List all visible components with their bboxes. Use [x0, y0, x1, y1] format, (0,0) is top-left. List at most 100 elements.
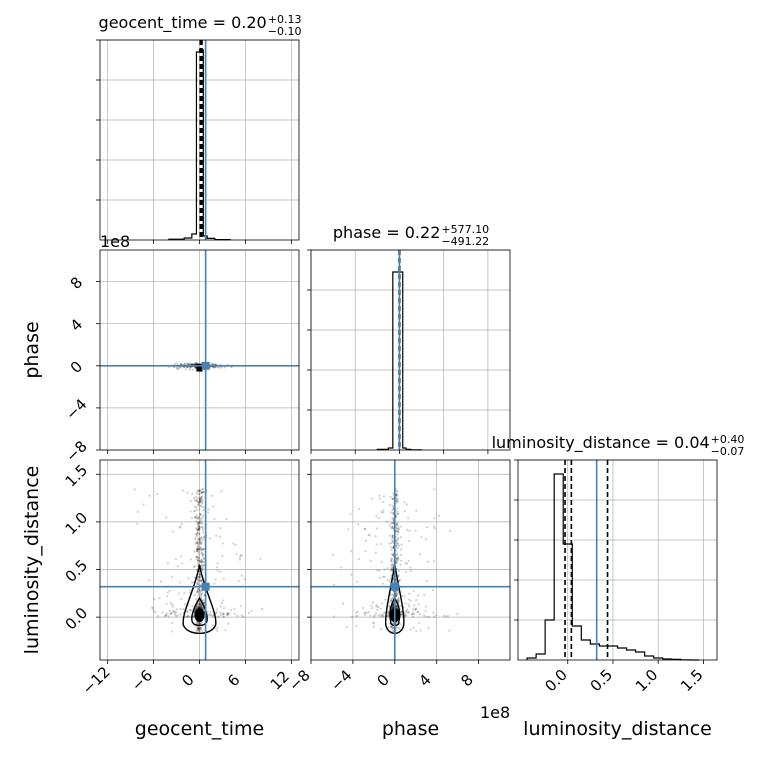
sample-point — [200, 622, 203, 625]
sample-point — [196, 522, 199, 525]
sample-point — [380, 510, 383, 513]
sample-point — [171, 621, 174, 624]
sample-point — [355, 612, 358, 615]
sample-point — [197, 528, 200, 531]
sample-point — [198, 587, 201, 590]
sample-point — [195, 568, 199, 572]
sample-point — [389, 495, 392, 499]
sample-point — [217, 615, 221, 618]
sample-point — [200, 606, 203, 609]
sample-point — [395, 527, 399, 530]
sample-point — [215, 608, 219, 611]
sample-point — [159, 580, 163, 583]
sample-point — [236, 614, 239, 617]
sample-point — [198, 622, 202, 626]
sample-point — [197, 556, 200, 559]
sample-point — [396, 547, 399, 550]
sample-point — [397, 574, 400, 577]
sample-point — [185, 362, 188, 365]
sample-point — [196, 549, 199, 553]
sample-point — [187, 615, 190, 618]
sample-point — [391, 627, 394, 630]
sample-point — [196, 543, 199, 546]
sample-point — [391, 508, 394, 511]
sample-point — [200, 593, 203, 596]
luminosity_distance-hist-xtick-label: 1.0 — [632, 666, 662, 696]
sample-point — [391, 534, 394, 537]
sample-point — [200, 604, 203, 607]
sample-point — [392, 606, 395, 609]
sample-point — [383, 611, 386, 614]
sample-point — [171, 575, 174, 578]
sample-point — [200, 491, 203, 494]
sample-point — [413, 612, 416, 615]
sample-point — [198, 575, 201, 579]
geocent_time-vs-luminosity_distance-ytick-label: 1.5 — [62, 461, 92, 491]
sample-point — [199, 546, 202, 549]
sample-point — [222, 615, 225, 618]
sample-point — [397, 626, 400, 629]
sample-point — [195, 598, 198, 601]
sample-point — [407, 559, 410, 562]
sample-point — [397, 596, 400, 600]
sample-point — [194, 516, 197, 519]
sample-point — [178, 526, 181, 529]
sample-point — [195, 495, 198, 498]
sample-point — [364, 549, 367, 553]
sample-point — [414, 607, 417, 611]
sample-point — [377, 517, 381, 520]
sample-point — [195, 606, 198, 609]
sample-point — [390, 553, 393, 556]
sample-point — [200, 522, 203, 526]
sample-point — [425, 579, 428, 583]
geocent_time-vs-phase-ytick-label: 8 — [67, 273, 86, 292]
sample-point — [200, 497, 203, 500]
sample-point — [395, 497, 398, 500]
sample-point — [406, 517, 410, 520]
sample-point — [392, 527, 395, 530]
sample-point — [382, 509, 385, 512]
sample-point — [179, 613, 182, 616]
sample-point — [197, 532, 200, 535]
sample-point — [201, 569, 204, 573]
sample-point — [391, 564, 394, 567]
sample-point — [183, 602, 187, 606]
sample-point — [198, 527, 201, 531]
sample-point — [198, 603, 202, 606]
sample-point — [416, 610, 419, 613]
sample-point — [193, 363, 197, 366]
sample-point — [389, 568, 393, 571]
sample-point — [396, 501, 399, 504]
sample-point — [136, 522, 139, 525]
sample-point — [201, 591, 204, 595]
sample-point — [194, 361, 197, 365]
sample-point — [395, 626, 398, 630]
title-value: 0.04 — [674, 433, 710, 452]
sample-point — [169, 612, 172, 615]
phase-hist-title: phase = 0.22 — [333, 223, 440, 242]
sample-point — [433, 488, 436, 491]
sample-point — [382, 575, 385, 578]
phase-vs-luminosity_distance-xtick-label: 0 — [374, 671, 393, 690]
luminosity_distance-hist-title-lower: −0.07 — [711, 445, 745, 458]
sample-point — [395, 497, 398, 500]
sample-point — [390, 541, 393, 545]
sample-point — [395, 544, 398, 547]
sample-point — [390, 559, 393, 562]
phase-vs-luminosity_distance-xlabel: phase — [382, 718, 439, 740]
sample-point — [200, 568, 204, 571]
title-eq: = — [650, 433, 674, 452]
sample-point — [250, 609, 253, 613]
sample-point — [189, 362, 192, 365]
sample-point — [397, 531, 400, 534]
sample-point — [197, 527, 200, 531]
sample-point — [389, 569, 392, 572]
sample-point — [396, 598, 399, 601]
sample-point — [201, 495, 204, 498]
sample-point — [355, 580, 359, 583]
sample-point — [341, 602, 345, 605]
sample-point — [389, 511, 392, 514]
sample-point — [196, 546, 199, 550]
sample-point — [198, 501, 201, 504]
phase-hist-ticks — [307, 249, 489, 454]
